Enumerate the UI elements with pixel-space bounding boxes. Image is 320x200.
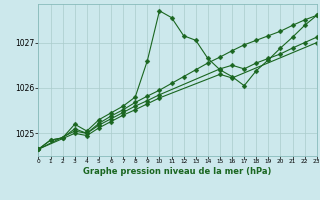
X-axis label: Graphe pression niveau de la mer (hPa): Graphe pression niveau de la mer (hPa) — [84, 167, 272, 176]
